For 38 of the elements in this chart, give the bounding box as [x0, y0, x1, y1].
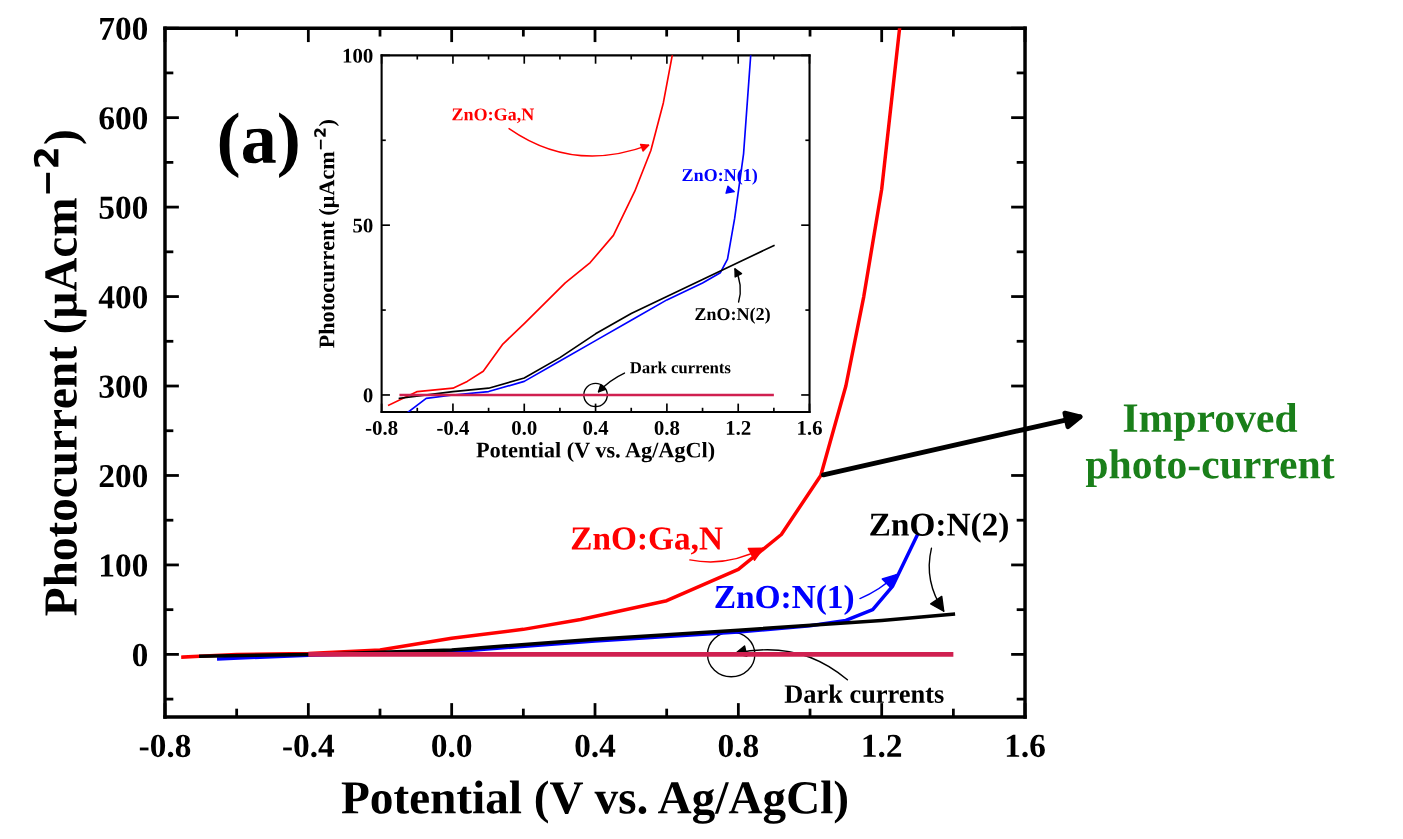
annotation: Dark currents [784, 684, 944, 704]
y-tick-label: 0 [363, 388, 373, 403]
y-tick-label: 0 [132, 643, 148, 667]
y-tick-label: 700 [100, 17, 148, 41]
legend-label: ZnO:N(2) [870, 512, 1008, 543]
x-tick-label: 1.2 [726, 420, 751, 436]
x-tick-label: 0.0 [432, 734, 472, 758]
x-tick-label: 0.4 [583, 420, 609, 436]
x-tick-label: -0.4 [437, 420, 470, 436]
x-tick-label: -0.8 [139, 734, 191, 758]
y-tick-label: 50 [353, 218, 373, 233]
x-axis-title: Potential (V vs. Ag/AgCl) [341, 780, 847, 824]
annotation: (a) [219, 112, 298, 179]
y-tick-label: 100 [343, 48, 373, 63]
text: ZnO:Ga,N [452, 108, 535, 124]
y-tick-label: 300 [99, 375, 148, 398]
x-axis-title: Potential (V vs. Ag/AgCl) [476, 441, 715, 463]
x-tick-label: 1.2 [863, 734, 902, 758]
x-tick-label: -0.4 [283, 734, 335, 758]
y-tick-label: 100 [101, 554, 148, 577]
x-tick-label: 0.0 [512, 420, 537, 436]
y-axis-title: Photocurrent (μAcm$^{−2}$) [314, 120, 339, 348]
y-tick-label: 200 [99, 464, 148, 488]
legend-label: ZnO:N(2) [695, 307, 770, 324]
x-tick-label: 1.6 [798, 420, 822, 436]
legend-label: ZnO:N(1) [715, 584, 854, 616]
y-tick-label: 600 [99, 107, 148, 130]
legend-label: ZnO:Ga,N [571, 527, 723, 555]
y-axis-title: Photocurrent (μAcm$^{−2}$) [33, 131, 87, 616]
x-tick-label: 1.6 [1006, 734, 1045, 758]
annotation: Improved photo-current [1085, 402, 1335, 488]
y-tick-label: 500 [99, 196, 148, 219]
x-tick-label: 0.8 [654, 420, 680, 436]
y-tick-label: 400 [98, 285, 148, 309]
x-tick-label: 0.8 [718, 734, 759, 758]
x-tick-label: -0.8 [365, 420, 398, 436]
x-tick-label: 0.4 [575, 734, 616, 758]
annotation: Dark currents [630, 361, 731, 374]
